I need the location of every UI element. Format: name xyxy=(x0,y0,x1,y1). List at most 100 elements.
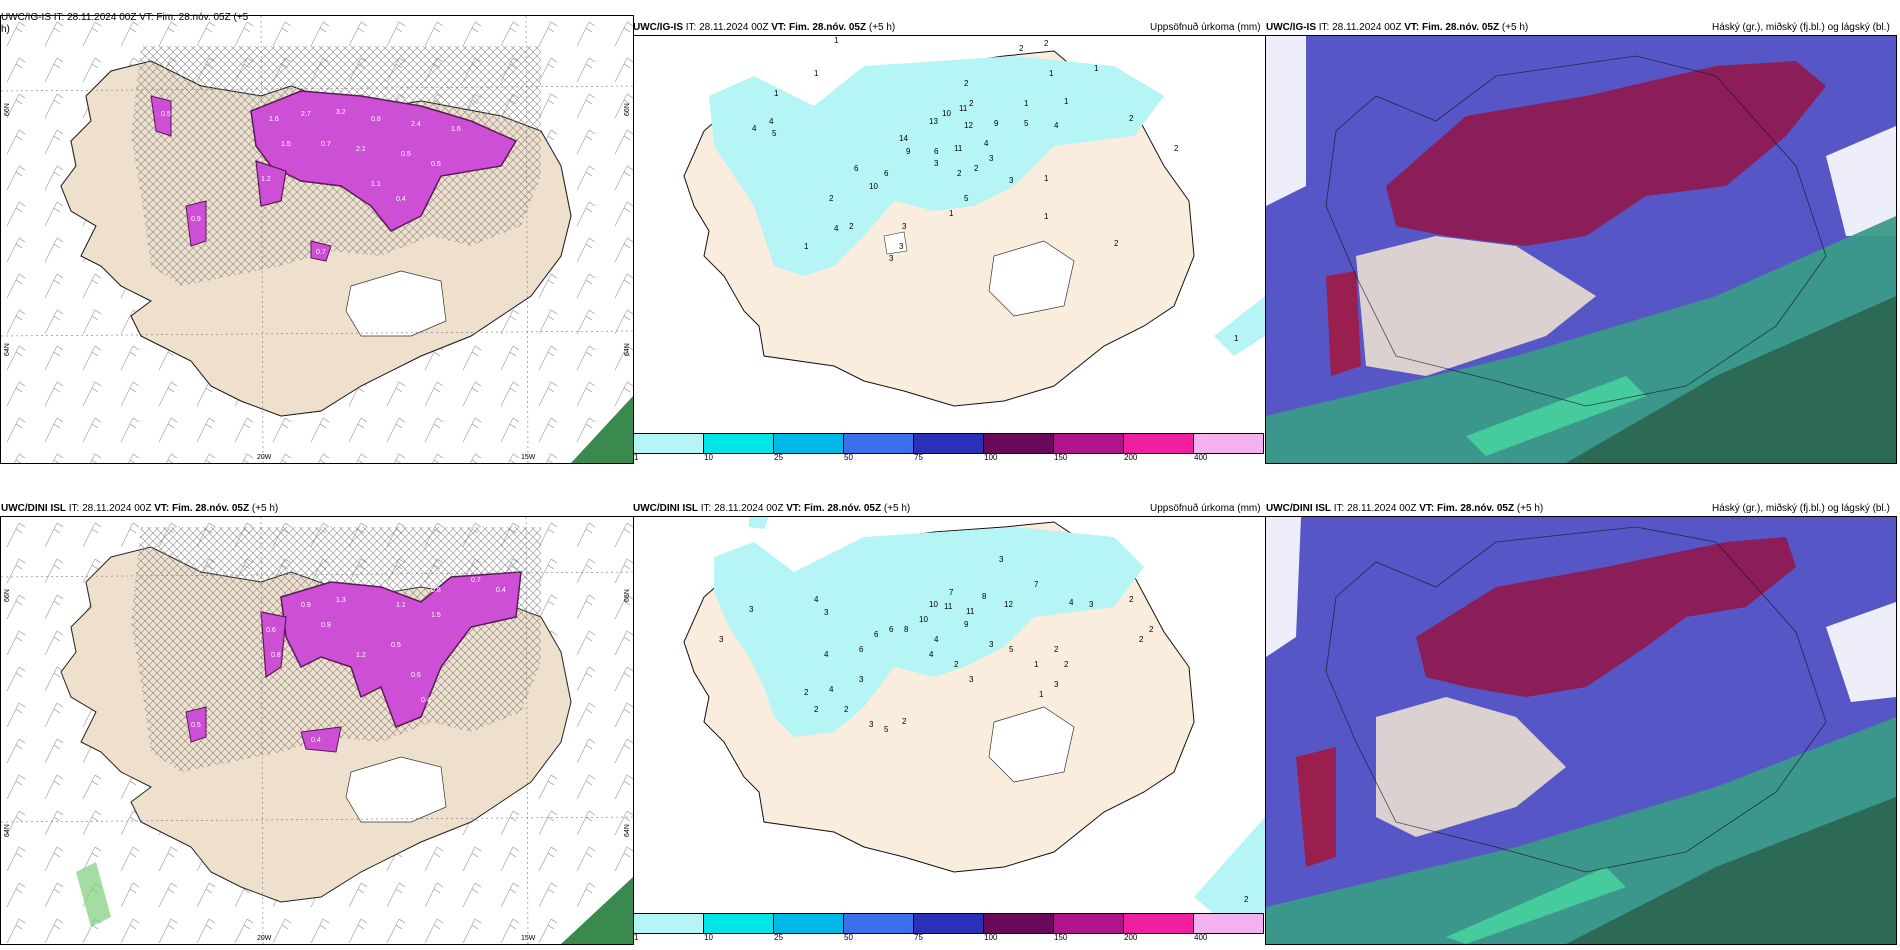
precip-label: 5 xyxy=(964,194,969,203)
run-prefix: IT: xyxy=(1318,22,1330,33)
precip-label: 2 xyxy=(964,79,969,88)
lat-label: 66N xyxy=(624,589,631,602)
snow-label: 0.8 xyxy=(271,652,281,659)
glacier xyxy=(988,240,1075,317)
precip-label: 7 xyxy=(1034,580,1039,589)
precip-label: 6 xyxy=(884,169,889,178)
snow-label: 0.9 xyxy=(321,622,331,629)
map-panel-clouds-bottom xyxy=(1265,516,1897,945)
snowfall-area xyxy=(255,160,287,207)
coastline xyxy=(1325,526,1827,873)
snow-label: 1.6 xyxy=(269,116,279,123)
header-bottom-left: UWC/DINI ISL IT: 28.11.2024 00Z VT: Fim.… xyxy=(1,503,278,515)
colorbar-segment xyxy=(844,914,914,933)
colorbar-label: 400 xyxy=(1194,453,1208,462)
header-top-mid: UWC/IG-IS IT: 28.11.2024 00Z VT: Fim. 28… xyxy=(633,22,895,34)
low-cloud-area xyxy=(1566,797,1896,944)
rain-area xyxy=(76,862,111,927)
run-prefix: IT: xyxy=(1333,503,1345,514)
precip-label: 2 xyxy=(1054,645,1059,654)
high-cloud-area xyxy=(1386,61,1826,246)
colorbar-top xyxy=(633,433,1264,454)
map-clouds-svg-top xyxy=(1266,36,1896,463)
lat-label: 66N xyxy=(4,589,11,602)
precip-label: 2 xyxy=(849,222,854,231)
header-top-right: UWC/IG-IS IT: 28.11.2024 00Z VT: Fim. 28… xyxy=(1266,22,1528,34)
model-name: UWC/DINI ISL xyxy=(1,503,66,514)
colorbar-segment xyxy=(1124,914,1194,933)
precip-label: 2 xyxy=(1019,44,1024,53)
precip-label: 2 xyxy=(1064,660,1069,669)
snow-label: 0.9 xyxy=(301,602,311,609)
precip-label: 11 xyxy=(954,144,963,153)
precip-label: 13 xyxy=(929,117,938,126)
lon-label: 15W xyxy=(521,454,536,461)
precip-label: 4 xyxy=(752,124,757,133)
glacier xyxy=(883,231,908,255)
precip-label: 2 xyxy=(954,660,959,669)
precip-label: 3 xyxy=(1009,176,1014,185)
snow-label: 0.7 xyxy=(471,577,481,584)
precip-label: 5 xyxy=(772,129,777,138)
precip-label: 2 xyxy=(902,717,907,726)
precip-label: 3 xyxy=(824,608,829,617)
colorbar-segment xyxy=(774,434,844,453)
lead-time: (+5 h) xyxy=(883,503,911,514)
precip-label: 1 xyxy=(1044,212,1049,221)
coastline xyxy=(1325,55,1827,407)
header-line2: h) xyxy=(1,24,10,35)
precip-label: 2 xyxy=(1139,635,1144,644)
clear-area xyxy=(1266,517,1301,657)
precip-label: 3 xyxy=(859,675,864,684)
snow-label: 0.8 xyxy=(371,116,381,123)
colorbar-bottom xyxy=(633,913,1264,934)
colorbar-segment xyxy=(634,914,704,933)
precip-label: 2 xyxy=(829,194,834,203)
precip-label: 4 xyxy=(984,139,989,148)
snowfall-area xyxy=(185,706,207,743)
precip-label: 3 xyxy=(1054,680,1059,689)
precip-label: 3 xyxy=(902,222,907,231)
precip-label: 9 xyxy=(964,620,969,629)
precip-label: 12 xyxy=(964,121,973,130)
snow-label: 1.1 xyxy=(371,181,381,188)
cloud-title-top: Háský (gr.), miðský (fj.bl.) og lágský (… xyxy=(1712,22,1890,33)
precip-label: 3 xyxy=(869,720,874,729)
precip-label: 2 xyxy=(804,688,809,697)
land-clear xyxy=(1376,697,1566,837)
precip-label: 5 xyxy=(1009,645,1014,654)
snowfall-area xyxy=(310,240,332,262)
colorbar-label: 100 xyxy=(984,453,998,462)
snow-label: 0.5 xyxy=(191,722,201,729)
low-cloud-area xyxy=(1466,376,1646,456)
snow-label: 2.7 xyxy=(301,111,311,118)
precip-label: 3 xyxy=(969,675,974,684)
colorbar-segment xyxy=(634,434,704,453)
precip-label: 12 xyxy=(1004,600,1013,609)
precip-label: 4 xyxy=(934,635,939,644)
map-clouds-svg-bottom xyxy=(1266,517,1896,944)
run-prefix: IT: xyxy=(68,503,80,514)
lead-time: (+5 h) xyxy=(251,503,279,514)
valid-time: Fim. 28.nóv. 05Z xyxy=(172,503,250,514)
snow-label: 1.2 xyxy=(356,652,366,659)
lat-label: 66N xyxy=(624,103,631,116)
snow-label: 2.4 xyxy=(411,121,421,128)
precip-label: 4 xyxy=(1069,598,1074,607)
precip-label: 10 xyxy=(869,182,878,191)
snow-label: 1.5 xyxy=(281,141,291,148)
precip-area xyxy=(709,56,1164,276)
high-cloud-area xyxy=(1296,747,1336,867)
header-bottom-right: UWC/DINI ISL IT: 28.11.2024 00Z VT: Fim.… xyxy=(1266,503,1543,515)
precip-label: 11 xyxy=(959,104,968,113)
snowfall-area xyxy=(280,571,522,728)
model-name: UWC/DINI ISL xyxy=(1266,503,1331,514)
snowfall-area xyxy=(150,95,172,137)
colorbar-label: 25 xyxy=(774,933,783,942)
model-name: UWC/DINI ISL xyxy=(633,503,698,514)
precip-label: 2 xyxy=(974,164,979,173)
run-time: 28.11.2024 00Z xyxy=(714,503,784,514)
precip-label: 5 xyxy=(884,725,889,734)
precip-title-top: Uppsöfnuð úrkoma (mm) xyxy=(1150,22,1261,33)
precip-label: 1 xyxy=(1039,690,1044,699)
